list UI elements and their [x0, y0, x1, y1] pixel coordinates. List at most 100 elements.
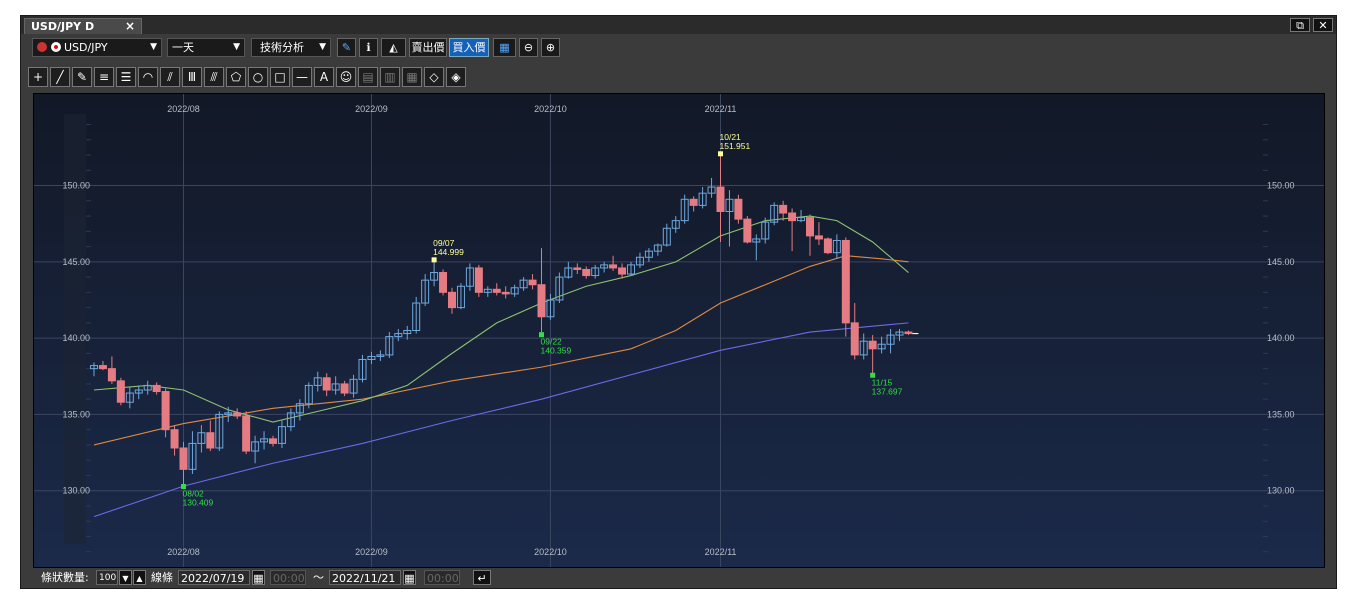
tab-title: USD/JPY D [31, 20, 95, 33]
bid-price-button[interactable]: 賣出價 [409, 38, 447, 57]
candle-body [376, 354, 385, 357]
close-window-button[interactable]: ✕ [1313, 18, 1333, 32]
range-bar: 條狀數量: 100 ▼ ▲ 線條 2022/07/19 ▦ 00:00 ～ 20… [33, 569, 1325, 587]
zoom-in-icon[interactable]: ⊕ [541, 38, 560, 57]
x-tick-label-top: 2022/08 [167, 104, 200, 114]
x-tick-label-bottom: 2022/10 [534, 547, 567, 557]
arc-icon[interactable]: ◠ [138, 67, 158, 87]
paste-icon[interactable]: ▥ [380, 67, 400, 87]
trendline-icon[interactable]: ╱ [50, 67, 70, 87]
period-select[interactable]: 一天 ▼ [167, 38, 245, 57]
bar-count-up-icon[interactable]: ▲ [133, 570, 146, 585]
main-toolbar: USD/JPY ▼ 一天 ▼ 技術分析 ▼ ✎ ℹ ◭ 賣出價 買入價 ▦ ⊖ … [26, 38, 1326, 58]
end-time-input[interactable]: 00:00 [424, 570, 460, 585]
chevron-down-icon: ▼ [233, 42, 240, 52]
candle-body [859, 340, 868, 356]
candle-body [465, 267, 474, 287]
bar-count-down-icon[interactable]: ▼ [119, 570, 132, 585]
y-tick-label-right: 145.00 [1267, 257, 1295, 267]
pencil-icon[interactable]: ✎ [337, 38, 356, 57]
candle-body [260, 438, 269, 443]
y-tick-label-right: 150.00 [1267, 181, 1295, 191]
horizontal-lines-icon[interactable]: ☰ [116, 67, 136, 87]
copy-icon[interactable]: ▤ [358, 67, 378, 87]
candle-body [448, 291, 456, 309]
price-marker [718, 151, 723, 157]
candlestick-chart[interactable]: 130.00 130.00 135.00 135.00 140.00 140.00 145.… [33, 93, 1325, 568]
chart-tab[interactable]: USD/JPY D × [24, 18, 142, 34]
layer-icon[interactable]: ▦ [402, 67, 422, 87]
candle-body [618, 267, 627, 275]
price-marker [539, 332, 544, 338]
eraser-icon[interactable]: ◇ [424, 67, 444, 87]
candle-body [752, 238, 761, 243]
chart-type-icon[interactable]: ▦ [493, 38, 516, 57]
candle-body [797, 217, 806, 222]
candle-body [98, 365, 107, 370]
symbol-value: USD/JPY [64, 41, 108, 54]
candle-body [170, 429, 179, 449]
horizontal-line-icon[interactable]: — [292, 67, 312, 87]
calendar-icon[interactable]: ▦ [252, 570, 265, 585]
bar-count-value[interactable]: 100 [96, 570, 118, 585]
candle-body [430, 272, 439, 281]
annotation-value: 140.359 [541, 346, 572, 356]
annotation-date: 08/02 [183, 488, 205, 498]
drawing-toolbar: + ╱ ✎ ≡ ☰ ◠ ⫽ Ⅲ ⫻ ⬠ ○ □ — A ☺ ▤ ▥ ▦ ◇ ◈ [26, 67, 1326, 87]
tab-close-icon[interactable]: × [124, 19, 135, 33]
candle-body [582, 268, 591, 277]
icon-icon[interactable]: ☺ [336, 67, 356, 87]
delete-drawing-icon[interactable]: ◈ [446, 67, 466, 87]
candle-body [868, 340, 877, 350]
fan-icon[interactable]: ⫽ [160, 67, 180, 87]
annotation-value: 137.697 [872, 386, 903, 396]
candle-body [206, 432, 215, 449]
ma-mid-line [93, 255, 909, 446]
candle-body [295, 403, 304, 414]
rectangle-icon[interactable]: □ [270, 67, 290, 87]
candle-body [349, 378, 358, 394]
start-date-input[interactable]: 2022/07/19 [178, 570, 250, 585]
candle-body [537, 284, 546, 318]
ask-price-button[interactable]: 買入價 [449, 38, 489, 57]
symbol-select[interactable]: USD/JPY ▼ [32, 38, 162, 57]
candle-body [850, 322, 859, 356]
end-date-input[interactable]: 2022/11/21 [329, 570, 401, 585]
parallel-lines-icon[interactable]: ≡ [94, 67, 114, 87]
candle-body [286, 412, 295, 428]
candle-body [143, 384, 152, 391]
candle-body [125, 392, 134, 403]
chart-window: USD/JPY D × ⧉ ✕ USD/JPY ▼ 一天 ▼ 技術分析 ▼ ✎ … [20, 15, 1337, 589]
circle-icon[interactable]: ○ [248, 67, 268, 87]
calendar-icon[interactable]: ▦ [403, 570, 416, 585]
crosshair-icon[interactable]: + [28, 67, 48, 87]
candle-body [779, 204, 788, 214]
candle-body [152, 384, 161, 393]
restore-window-button[interactable]: ⧉ [1290, 18, 1310, 32]
candle-body [644, 250, 653, 258]
channel-icon[interactable]: ⫻ [204, 67, 224, 87]
mountain-chart-icon[interactable]: ◭ [381, 38, 406, 57]
zoom-out-icon[interactable]: ⊖ [519, 38, 538, 57]
annotation-value: 151.951 [720, 141, 751, 151]
title-bar: USD/JPY D × ⧉ ✕ [21, 16, 1336, 34]
ma-short-line [93, 215, 909, 423]
apply-return-icon[interactable]: ↵ [473, 570, 491, 585]
period-value: 一天 [172, 41, 194, 54]
candle-body [528, 279, 537, 286]
text-icon[interactable]: A [314, 67, 334, 87]
analysis-select[interactable]: 技術分析 ▼ [251, 38, 331, 57]
start-time-input[interactable]: 00:00 [270, 570, 306, 585]
candle-body [680, 198, 689, 222]
info-icon[interactable]: ℹ [359, 38, 378, 57]
candle-body [725, 198, 734, 212]
vertical-lines-icon[interactable]: Ⅲ [182, 67, 202, 87]
ruler-icon[interactable]: ✎ [72, 67, 92, 87]
pentagon-icon[interactable]: ⬠ [226, 67, 246, 87]
x-tick-label-top: 2022/09 [355, 104, 388, 114]
candle-body [340, 383, 349, 394]
line-label: 線條 [151, 571, 173, 584]
x-tick-label-bottom: 2022/11 [705, 547, 737, 557]
candle-body [653, 244, 662, 252]
candle-body [519, 279, 528, 289]
